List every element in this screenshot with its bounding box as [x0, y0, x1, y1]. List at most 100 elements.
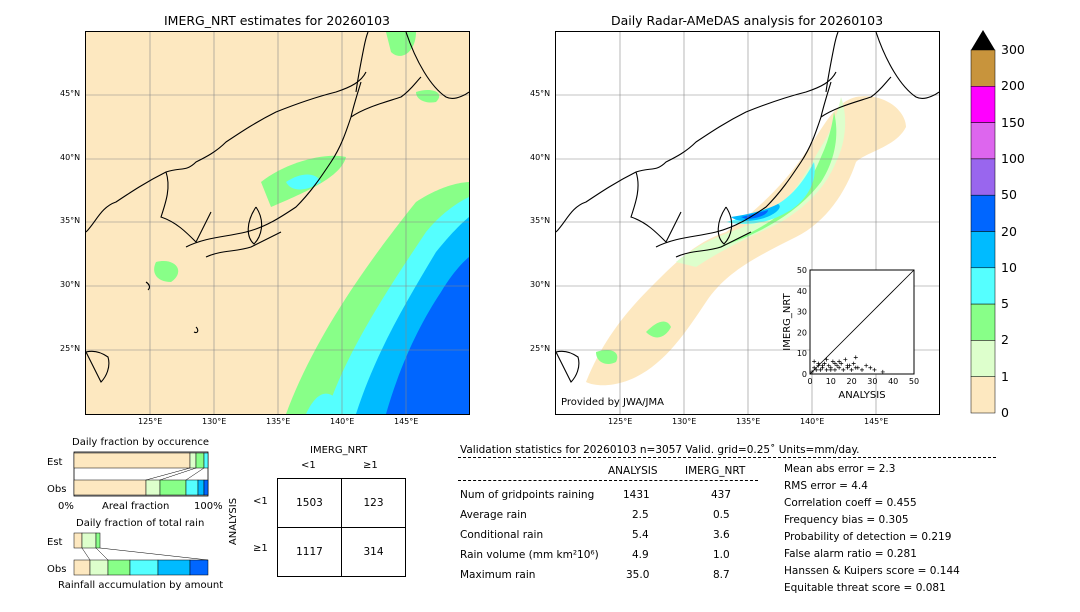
scatter-point [880, 369, 885, 374]
scatter-point [828, 367, 833, 372]
stat-row-label: Maximum rain [460, 569, 536, 581]
obs-bar-segment [73, 559, 91, 576]
stat-analysis-value: 35.0 [626, 569, 650, 581]
left-lon-label: 140°E [330, 417, 355, 426]
est-bar-segment [195, 452, 205, 469]
contingency-cell: 314 [341, 527, 406, 577]
right-map-title: Daily Radar-AMeDAS analysis for 20260103 [610, 13, 884, 28]
obs-bar-segment [189, 559, 209, 576]
scatter-point [832, 361, 837, 366]
obs-bar-segment [73, 479, 147, 496]
stat-row-label: Rain volume (mm km²10⁶) [460, 549, 599, 561]
scatter-point [812, 359, 817, 364]
est-bar-segment [95, 532, 101, 549]
obs-bar-segment [159, 479, 187, 496]
obs-bar-segment [197, 479, 205, 496]
stat-analysis-value: 5.4 [632, 529, 649, 541]
scatter-point [845, 363, 850, 368]
scatter-point [851, 361, 856, 366]
right-analysis-area [586, 96, 906, 386]
right-lon-label: 135°E [736, 417, 761, 426]
obs-bar-segment [203, 479, 209, 496]
scatter-point [837, 365, 842, 370]
est-row-label: Est [47, 457, 63, 468]
stat-row-label: Conditional rain [460, 529, 544, 541]
colorbar-segment [970, 231, 996, 269]
obs-bar-segment [145, 479, 161, 496]
table-divider [458, 480, 758, 481]
scatter-point [837, 359, 842, 364]
scatter-y-tick: 10 [797, 349, 807, 358]
scatter-y-tick: 0 [802, 370, 807, 379]
scatter-y-tick: 30 [797, 308, 807, 317]
contingency-col-label: <1 [301, 460, 316, 471]
scatter-point [864, 363, 869, 368]
scatter-point [853, 365, 858, 370]
right-lon-label: 140°E [800, 417, 825, 426]
scatter-x-tick: 0 [807, 377, 812, 386]
scatter-point [816, 361, 821, 366]
axis-right-label: 100% [194, 501, 223, 512]
left-rain-field [154, 32, 469, 414]
est-bar-segment [73, 532, 83, 549]
stat-analysis-value: 2.5 [632, 509, 649, 521]
stat-imerg-value: 3.6 [713, 529, 730, 541]
est-bar-segment [73, 452, 191, 469]
scatter-point [824, 367, 829, 372]
colorbar-extend-arrow [971, 30, 995, 50]
contingency-table: 1503 123 1117 314 [277, 478, 406, 577]
scatter-x-tick: 50 [909, 377, 919, 386]
obs-bar-segment [129, 559, 159, 576]
scatter-point [830, 359, 835, 364]
contingency-cell: 1117 [277, 527, 342, 577]
stat-row-label: Num of gridpoints raining [460, 489, 595, 501]
est-bar-segment [203, 452, 209, 469]
left-coastline [86, 32, 469, 383]
scatter-y-tick: 20 [797, 328, 807, 337]
contingency-row-title: ANALYSIS [228, 497, 240, 546]
scatter-x-tick: 30 [867, 377, 877, 386]
stat-analysis-value: 1431 [623, 489, 650, 501]
scatter-point [843, 357, 848, 362]
scatter-point [826, 363, 831, 368]
colorbar-segment [970, 340, 996, 377]
scatter-inset: 0 10 20 30 40 50 0 10 20 30 40 50 ANALYSIS IMERG_N… [782, 266, 919, 401]
colorbar-label: 0 [1001, 405, 1009, 420]
scatter-point [818, 367, 823, 372]
left-map-title: IMERG_NRT estimates for 20260103 [163, 13, 390, 28]
contingency-row-label: ≥1 [253, 543, 268, 554]
scatter-y-tick: 50 [797, 266, 807, 275]
score-line: False alarm ratio = 0.281 [784, 548, 917, 560]
fraction-rain-bars [73, 532, 209, 576]
left-lat-label: 35°N [60, 216, 81, 225]
scatter-point [812, 365, 817, 370]
colorbar-segment [970, 122, 996, 160]
colorbar-label: 20 [1001, 223, 1017, 239]
right-lon-label: 125°E [608, 417, 633, 426]
contingency-col-title: IMERG_NRT [310, 445, 368, 456]
scatter-x-ticks: 0 10 20 30 40 50 [807, 377, 919, 386]
colorbar-label: 300 [1001, 42, 1025, 57]
stat-row-label: Average rain [460, 509, 527, 521]
colorbar-label: 1 [1001, 368, 1009, 384]
colorbar-label: 100 [1001, 150, 1025, 166]
scatter-x-tick: 10 [826, 377, 836, 386]
score-line: RMS error = 4.4 [784, 480, 868, 492]
obs-row-label: Obs [47, 484, 67, 495]
left-lon-label: 145°E [394, 417, 419, 426]
scatter-point [839, 361, 844, 366]
right-lon-label: 145°E [864, 417, 889, 426]
right-coastline [556, 32, 939, 383]
scatter-x-tick: 40 [888, 377, 898, 386]
scatter-y-tick: 40 [797, 287, 807, 296]
scatter-point [832, 367, 837, 372]
contingency-row-label: <1 [253, 496, 268, 507]
one-to-one-line [809, 269, 915, 375]
left-map [85, 31, 470, 415]
stat-imerg-value: 8.7 [713, 569, 730, 581]
stat-imerg-value: 1.0 [713, 549, 730, 561]
colorbar-label: 2 [1001, 332, 1009, 348]
left-lat-label: 45°N [60, 89, 81, 98]
obs-bar-segment [89, 559, 109, 576]
scatter-point [814, 367, 819, 372]
